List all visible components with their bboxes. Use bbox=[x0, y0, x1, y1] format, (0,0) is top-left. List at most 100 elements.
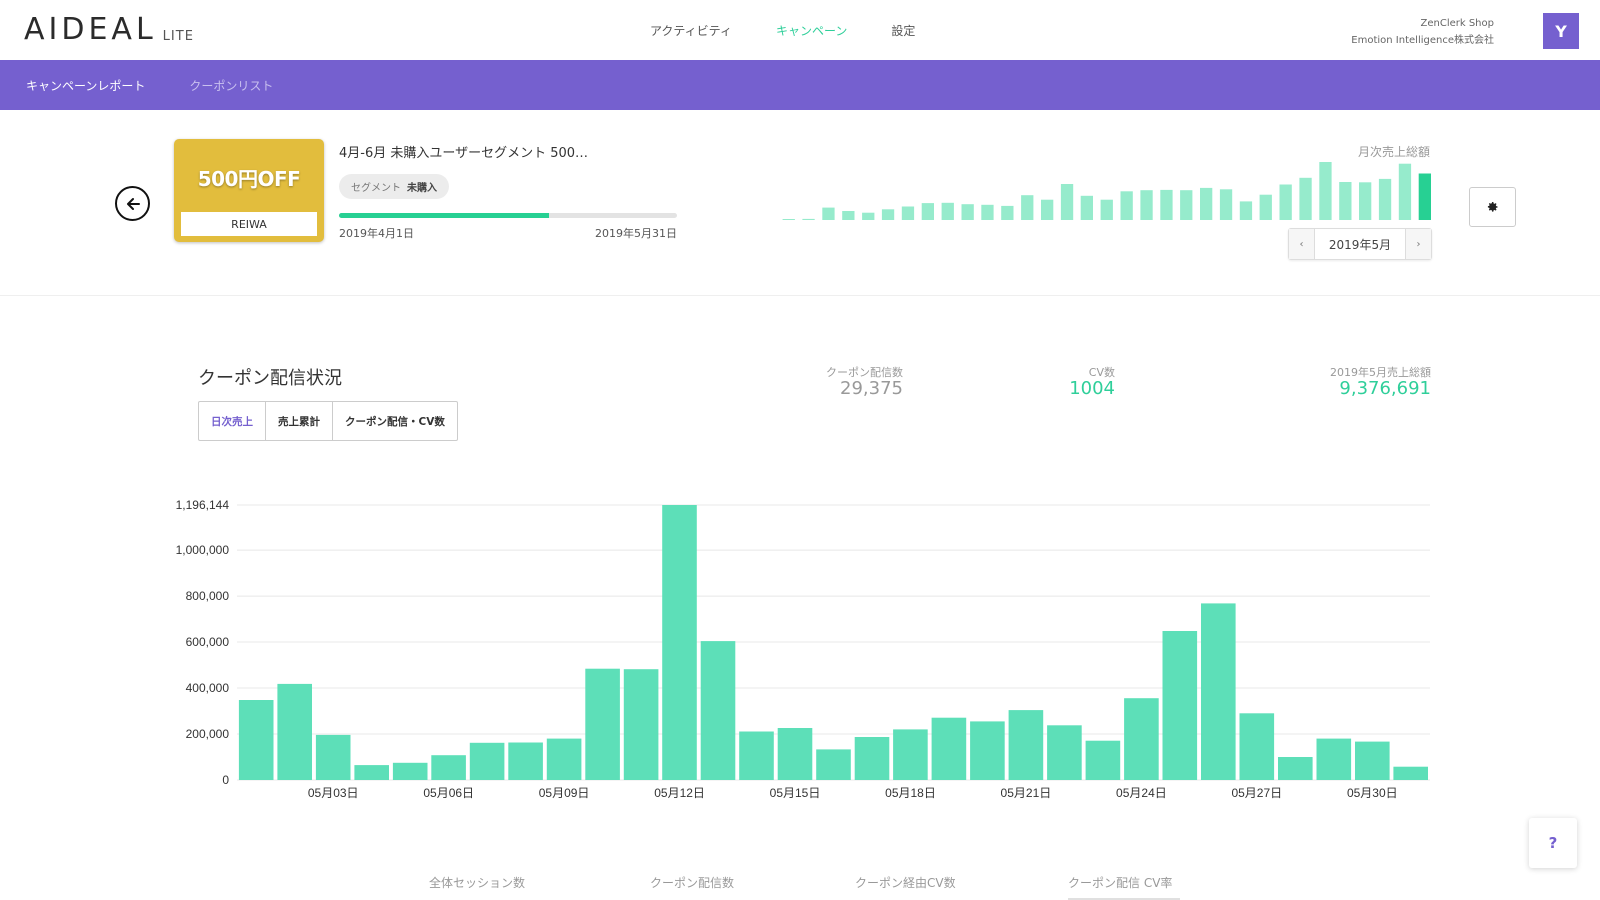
daily-sales-bar[interactable] bbox=[700, 641, 736, 780]
monthly-bar[interactable] bbox=[1080, 195, 1093, 220]
daily-sales-bar[interactable] bbox=[1162, 631, 1198, 780]
daily-sales-bar[interactable] bbox=[585, 668, 620, 780]
monthly-bar[interactable] bbox=[1060, 184, 1074, 220]
metric-total-sessions[interactable]: 全体セッション数 bbox=[429, 876, 526, 890]
daily-sales-bar[interactable] bbox=[1008, 710, 1044, 780]
campaign-start-date: 2019年4月1日 bbox=[339, 227, 414, 240]
monthly-bar[interactable] bbox=[1239, 201, 1253, 220]
chart-tabs: 日次売上 売上累計 クーポン配信・CV数 bbox=[198, 401, 458, 441]
monthly-bar[interactable] bbox=[1339, 182, 1352, 220]
chevron-right-icon[interactable]: › bbox=[1405, 229, 1431, 259]
nav-settings[interactable]: 設定 bbox=[891, 23, 916, 38]
monthly-bar[interactable] bbox=[901, 206, 915, 221]
subnav-campaign-report[interactable]: キャンペーンレポート bbox=[26, 78, 146, 93]
segment-value: 未購入 bbox=[407, 183, 437, 194]
daily-sales-bar[interactable] bbox=[893, 729, 928, 780]
daily-sales-bar[interactable] bbox=[508, 742, 543, 781]
daily-sales-bar[interactable] bbox=[1124, 698, 1159, 780]
daily-sales-bar[interactable] bbox=[354, 765, 389, 780]
daily-sales-bar[interactable] bbox=[392, 762, 428, 780]
daily-sales-bar[interactable] bbox=[1316, 738, 1352, 780]
avatar[interactable]: Y bbox=[1543, 13, 1579, 49]
metric-coupon-cv[interactable]: クーポン経由CV数 bbox=[855, 876, 956, 890]
top-header: AIDEAL LITE アクティビティ キャンペーン 設定 ZenClerk S… bbox=[0, 0, 1600, 60]
monthly-bar[interactable] bbox=[1140, 190, 1153, 220]
nav-campaign[interactable]: キャンペーン bbox=[775, 23, 848, 38]
daily-sales-bar[interactable] bbox=[546, 738, 582, 780]
daily-sales-bar[interactable] bbox=[315, 734, 351, 780]
stat-label: CV数 bbox=[1088, 366, 1115, 379]
daily-sales-bar[interactable] bbox=[623, 669, 659, 780]
monthly-bar[interactable] bbox=[1299, 177, 1312, 220]
company-name: Emotion Intelligence株式会社 bbox=[1351, 35, 1494, 46]
metric-coupon-delivery[interactable]: クーポン配信数 bbox=[650, 876, 735, 890]
monthly-bar[interactable] bbox=[1418, 173, 1431, 221]
monthly-bar[interactable] bbox=[1398, 163, 1412, 220]
monthly-bar[interactable] bbox=[1021, 195, 1034, 220]
monthly-bar[interactable] bbox=[1279, 184, 1292, 221]
monthly-bar[interactable] bbox=[1120, 191, 1133, 220]
daily-sales-bar[interactable] bbox=[777, 728, 813, 780]
monthly-bar[interactable] bbox=[941, 202, 954, 220]
daily-sales-bar[interactable] bbox=[1393, 766, 1428, 780]
monthly-bar[interactable] bbox=[881, 209, 895, 220]
tab-cumulative-sales[interactable]: 売上累計 bbox=[266, 402, 333, 440]
monthly-bar[interactable] bbox=[842, 211, 855, 220]
daily-sales-bar[interactable] bbox=[431, 755, 466, 780]
daily-sales-bar[interactable] bbox=[1201, 603, 1236, 780]
daily-sales-bar[interactable] bbox=[277, 683, 312, 780]
daily-sales-bar[interactable] bbox=[739, 731, 774, 781]
tab-daily-sales[interactable]: 日次売上 bbox=[199, 402, 266, 440]
help-button[interactable]: ? bbox=[1529, 818, 1577, 868]
nav-activity[interactable]: アクティビティ bbox=[650, 23, 732, 38]
app-logo[interactable]: AIDEAL LITE bbox=[24, 14, 194, 46]
monthly-bar[interactable] bbox=[1359, 182, 1372, 220]
monthly-bar[interactable] bbox=[802, 218, 815, 220]
daily-sales-bar[interactable] bbox=[1085, 740, 1121, 780]
daily-sales-bar[interactable] bbox=[1047, 725, 1082, 780]
gear-icon bbox=[1487, 202, 1497, 212]
daily-sales-bar[interactable] bbox=[1239, 713, 1275, 780]
daily-sales-bar[interactable] bbox=[662, 505, 697, 780]
subnav-coupon-list[interactable]: クーポンリスト bbox=[189, 78, 274, 93]
logo-text: AIDEAL bbox=[24, 12, 157, 47]
y-tick-label: 800,000 bbox=[186, 589, 230, 603]
monthly-bar[interactable] bbox=[782, 219, 795, 220]
daily-sales-bar[interactable] bbox=[816, 749, 851, 780]
monthly-bar[interactable] bbox=[1100, 199, 1113, 220]
stat-value: 1004 bbox=[1069, 378, 1115, 399]
daily-sales-bar[interactable] bbox=[970, 721, 1005, 780]
tab-coupon-delivery-cv[interactable]: クーポン配信・CV数 bbox=[345, 415, 445, 428]
monthly-bar[interactable] bbox=[1041, 199, 1054, 220]
chevron-left-icon[interactable]: ‹ bbox=[1289, 229, 1315, 259]
monthly-bar[interactable] bbox=[921, 203, 934, 220]
monthly-bar[interactable] bbox=[862, 212, 875, 220]
coupon-card: 500円OFF REIWA bbox=[174, 139, 324, 242]
settings-button[interactable] bbox=[1469, 187, 1516, 227]
monthly-bar[interactable] bbox=[1219, 189, 1233, 220]
x-tick-label: 05月15日 bbox=[770, 786, 821, 800]
monthly-bar[interactable] bbox=[1259, 194, 1272, 220]
section-divider bbox=[0, 295, 1600, 296]
daily-sales-bar[interactable] bbox=[469, 742, 505, 780]
metric-coupon-cv-rate[interactable]: クーポン配信 CV率 bbox=[1068, 876, 1181, 900]
monthly-bar[interactable] bbox=[961, 204, 974, 220]
monthly-bar[interactable] bbox=[1001, 205, 1014, 220]
monthly-bar[interactable] bbox=[1160, 189, 1173, 220]
daily-sales-bar[interactable] bbox=[854, 737, 890, 780]
daily-sales-bar[interactable] bbox=[1278, 757, 1313, 780]
bottom-metrics: 全体セッション数 クーポン配信数 クーポン経由CV数 クーポン配信 CV率 bbox=[0, 874, 1600, 900]
monthly-bar[interactable] bbox=[822, 207, 835, 220]
monthly-bar[interactable] bbox=[1319, 162, 1332, 220]
campaign-title: 4月-6月 未購入ユーザーセグメント 500… bbox=[339, 146, 589, 161]
monthly-bar[interactable] bbox=[1200, 187, 1213, 220]
x-tick-label: 05月06日 bbox=[423, 786, 474, 800]
daily-sales-bar[interactable] bbox=[238, 700, 274, 780]
daily-sales-bar[interactable] bbox=[931, 717, 967, 780]
monthly-bar[interactable] bbox=[1378, 178, 1392, 220]
back-button[interactable] bbox=[115, 186, 150, 221]
stat-label: 2019年5月売上総額 bbox=[1330, 366, 1431, 379]
daily-sales-bar[interactable] bbox=[1355, 741, 1390, 780]
monthly-bar[interactable] bbox=[981, 204, 994, 220]
monthly-bar[interactable] bbox=[1180, 190, 1193, 220]
